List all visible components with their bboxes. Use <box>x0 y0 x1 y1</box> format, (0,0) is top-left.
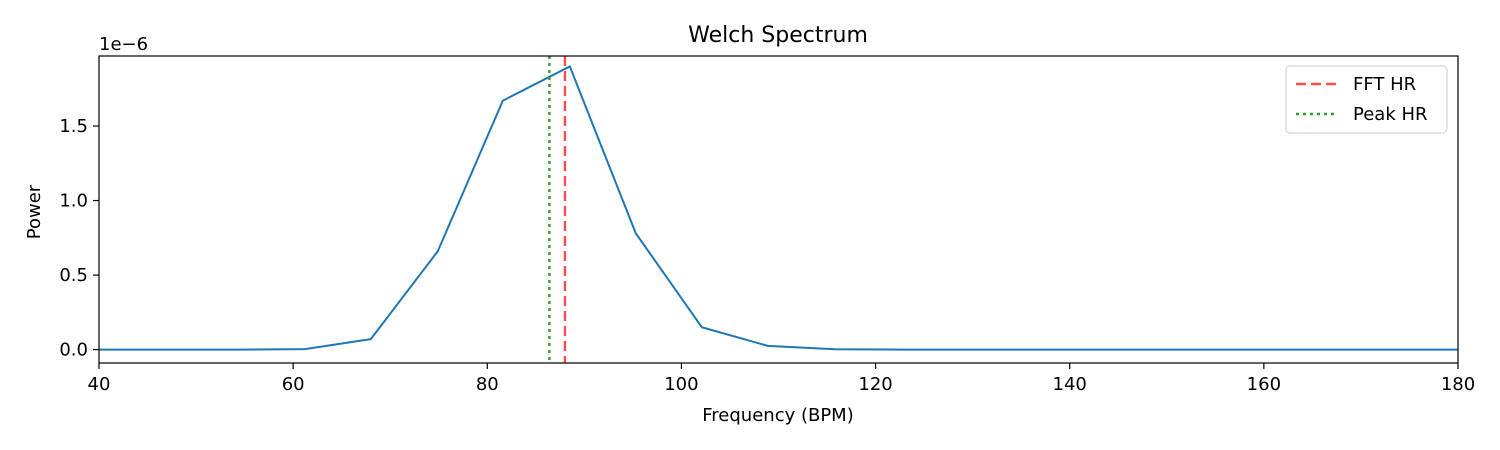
axes-frame <box>98 55 1459 364</box>
y-tick-label: 1.0 <box>59 191 88 212</box>
x-tick-label: 80 <box>476 374 499 395</box>
legend: FFT HR Peak HR <box>1285 65 1448 134</box>
legend-items: FFT HR Peak HR <box>1296 74 1428 125</box>
axes-background <box>99 56 1458 363</box>
series-line-spectrum <box>99 65 1458 351</box>
y-tick-label: 0.0 <box>59 340 88 361</box>
y-axis-ticks: 0.0 0.5 1.0 1.5 <box>59 116 99 361</box>
x-tick-label: 60 <box>282 374 305 395</box>
y-axis-label: Power <box>24 184 45 239</box>
y-tick-label: 1.5 <box>59 116 88 137</box>
chart-title: Welch Spectrum <box>688 23 868 48</box>
y-tick-label: 0.5 <box>59 265 88 286</box>
x-tick-label: 100 <box>664 374 698 395</box>
x-tick-label: 180 <box>1441 374 1475 395</box>
legend-label-peak-hr: Peak HR <box>1353 104 1428 125</box>
series-layer <box>99 56 1458 363</box>
x-tick-label: 40 <box>88 374 111 395</box>
x-axis-ticks: 40 60 80 100 120 140 160 180 <box>88 363 1475 395</box>
legend-box <box>1285 65 1448 134</box>
x-tick-label: 160 <box>1247 374 1281 395</box>
x-axis-label: Frequency (BPM) <box>702 405 854 426</box>
y-axis-scale-label: 1e−6 <box>99 34 148 55</box>
x-tick-label: 140 <box>1053 374 1087 395</box>
legend-label-fft-hr: FFT HR <box>1353 74 1416 95</box>
plot-area <box>98 55 1459 364</box>
x-tick-label: 120 <box>858 374 892 395</box>
